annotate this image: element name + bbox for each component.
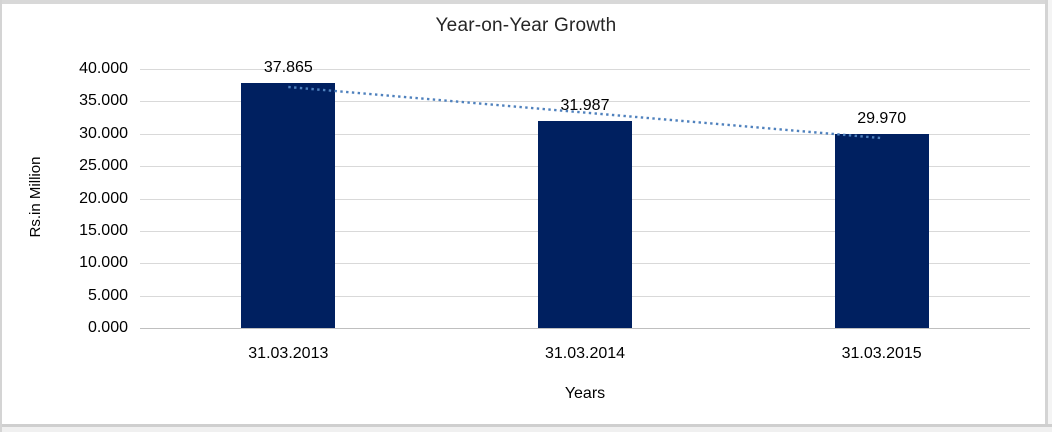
x-axis-line	[140, 328, 1030, 329]
gridline	[140, 69, 1030, 70]
chart-frame-bottom	[0, 424, 1052, 427]
bar-data-label: 37.865	[263, 58, 313, 76]
x-axis-category-label: 31.03.2014	[544, 345, 626, 362]
chart-title: Year-on-Year Growth	[435, 15, 617, 36]
x-axis-category-label: 31.03.2015	[841, 345, 922, 362]
bar-data-label: 29.970	[857, 109, 907, 127]
chart-frame-right	[1045, 0, 1048, 432]
bar	[538, 120, 632, 328]
y-axis-tick-label: 5.000	[87, 286, 128, 304]
x-axis-title: Years	[564, 385, 606, 402]
y-axis-tick-label: 15.000	[79, 221, 128, 239]
y-axis-tick-label: 30.000	[79, 124, 128, 142]
chart-frame-right-outer	[1048, 0, 1052, 432]
chart-frame-top	[0, 0, 1052, 4]
y-axis-tick-label: 10.000	[79, 254, 128, 272]
y-axis-tick-label: 20.000	[79, 189, 128, 207]
y-axis-tick-label: 40.000	[79, 60, 128, 77]
gridline	[140, 101, 1030, 103]
chart-frame-left	[0, 0, 2, 432]
bar-data-label: 31.987	[560, 96, 610, 114]
bar	[241, 82, 336, 328]
bar	[834, 133, 929, 328]
y-axis-tick-label: 35.000	[79, 92, 128, 110]
y-axis-tick-label: 25.000	[79, 157, 128, 175]
y-axis-tick-label: 0.000	[87, 319, 128, 336]
chart-frame-bottom-outer	[0, 427, 1052, 432]
x-axis-category-label: 31.03.2013	[248, 345, 329, 362]
